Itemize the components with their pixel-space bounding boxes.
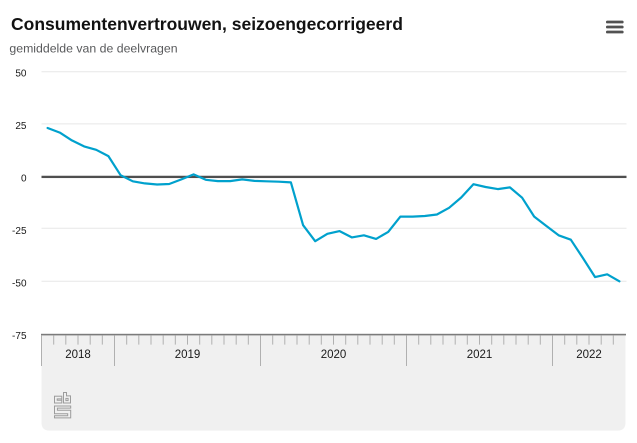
svg-text:0: 0: [21, 174, 27, 185]
svg-text:2018: 2018: [65, 349, 91, 361]
svg-text:25: 25: [15, 121, 27, 132]
svg-text:-25: -25: [12, 226, 27, 237]
svg-text:2021: 2021: [467, 349, 493, 361]
svg-text:2020: 2020: [321, 349, 347, 361]
svg-text:-75: -75: [12, 331, 27, 342]
svg-text:-50: -50: [12, 279, 27, 290]
svg-text:gemiddelde van de deelvragen: gemiddelde van de deelvragen: [9, 42, 177, 56]
svg-text:2022: 2022: [576, 349, 602, 361]
svg-text:Consumentenvertrouwen, seizoen: Consumentenvertrouwen, seizoengecorrigee…: [11, 14, 403, 34]
svg-text:2019: 2019: [175, 349, 201, 361]
svg-text:50: 50: [15, 69, 27, 80]
